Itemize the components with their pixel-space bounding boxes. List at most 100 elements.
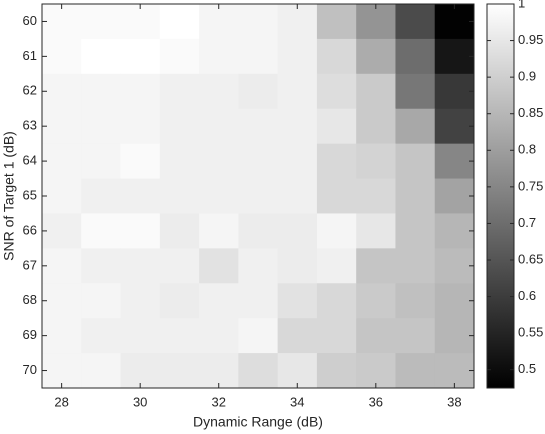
heatmap-cell <box>159 283 200 319</box>
colorbar-tick-label: 1 <box>518 0 525 10</box>
heatmap-cell <box>395 353 436 389</box>
y-tick-label: 62 <box>23 83 37 98</box>
heatmap-cell <box>120 108 161 145</box>
colorbar-tick-label: 0.8 <box>518 142 536 157</box>
heatmap-cell <box>356 38 396 75</box>
heatmap-cell <box>42 213 82 249</box>
heatmap-cell <box>316 248 357 284</box>
heatmap-cell <box>81 178 122 214</box>
heatmap-cell <box>159 4 200 40</box>
heatmap-cell <box>81 108 122 145</box>
heatmap-cell <box>277 38 318 75</box>
heatmap-cell <box>238 283 279 319</box>
heatmap-cell <box>199 108 239 145</box>
heatmap-cell <box>120 213 161 249</box>
heatmap-cell <box>159 248 200 284</box>
heatmap-cell <box>42 108 82 145</box>
heatmap-cell <box>356 143 396 180</box>
heatmap-cell <box>199 178 239 214</box>
heatmap-cell <box>356 248 396 284</box>
heatmap-cell <box>316 73 357 110</box>
heatmap-cell <box>277 108 318 145</box>
heatmap-cell <box>316 283 357 319</box>
y-tick-label: 60 <box>23 13 37 28</box>
colorbar-tick-label: 0.75 <box>518 178 543 193</box>
heatmap-cell <box>434 283 475 319</box>
heatmap-cell <box>316 143 357 180</box>
heatmap-cell <box>316 38 357 75</box>
colorbar-tick-label: 0.85 <box>518 105 543 120</box>
heatmap-cell <box>120 353 161 389</box>
heatmap-cell <box>277 353 318 389</box>
colorbar-tick-label: 0.65 <box>518 251 543 266</box>
heatmap-cell <box>120 178 161 214</box>
heatmap-cell <box>277 283 318 319</box>
x-tick-label: 34 <box>290 394 304 409</box>
heatmap-cell <box>356 318 396 354</box>
heatmap-cell <box>434 353 475 389</box>
heatmap-cell <box>434 143 475 180</box>
heatmap-cell <box>81 213 122 249</box>
y-tick-label: 66 <box>23 222 37 237</box>
heatmap-cell <box>395 143 436 180</box>
heatmap-cell <box>199 283 239 319</box>
heatmap-cell <box>199 73 239 110</box>
heatmap-cell <box>395 108 436 145</box>
heatmap-cell <box>434 318 475 354</box>
heatmap-cell <box>199 213 239 249</box>
colorbar-tick-label: 0.6 <box>518 288 536 303</box>
heatmap-cell <box>42 353 82 389</box>
heatmap-cell <box>395 213 436 249</box>
heatmap-cell <box>42 4 82 40</box>
heatmap-cell <box>238 108 279 145</box>
x-tick-label: 30 <box>133 394 147 409</box>
heatmap-cell <box>199 248 239 284</box>
heatmap-cell <box>81 73 122 110</box>
heatmap-cell <box>356 213 396 249</box>
heatmap-cell <box>42 73 82 110</box>
heatmap-cell <box>238 4 279 40</box>
heatmap-cell <box>159 213 200 249</box>
heatmap-cell <box>159 38 200 75</box>
heatmap-cell <box>356 178 396 214</box>
heatmap-cell <box>42 38 82 75</box>
heatmap-cell <box>434 4 475 40</box>
heatmap-cell <box>199 4 239 40</box>
colorbar-tick-label: 0.9 <box>518 69 536 84</box>
heatmap-cell <box>81 143 122 180</box>
x-tick-label: 28 <box>54 394 68 409</box>
heatmap-cell <box>120 73 161 110</box>
heatmap-cell <box>395 318 436 354</box>
heatmap-cell <box>277 213 318 249</box>
heatmap-cell <box>199 38 239 75</box>
heatmap-cell <box>277 4 318 40</box>
heatmap-cell <box>316 4 357 40</box>
heatmap-cell <box>159 73 200 110</box>
colorbar <box>486 3 515 389</box>
heatmap-cell <box>316 213 357 249</box>
heatmap-cell <box>277 178 318 214</box>
heatmap-cell <box>120 38 161 75</box>
heatmap-cell <box>81 38 122 75</box>
y-tick-label: 68 <box>23 292 37 307</box>
heatmap-cell <box>395 178 436 214</box>
heatmap-cell <box>277 143 318 180</box>
colorbar-tick-label: 0.55 <box>518 325 543 340</box>
y-tick-label: 63 <box>23 118 37 133</box>
heatmap-cell <box>238 38 279 75</box>
heatmap-cell <box>81 4 122 40</box>
heatmap-cell <box>316 108 357 145</box>
heatmap-cell <box>356 283 396 319</box>
y-tick-label: 69 <box>23 327 37 342</box>
heatmap-cell <box>42 318 82 354</box>
heatmap-cell <box>199 143 239 180</box>
heatmap-cell <box>159 143 200 180</box>
heatmap-cell <box>238 73 279 110</box>
colorbar-tick-label: 0.7 <box>518 215 536 230</box>
x-tick-label: 38 <box>447 394 461 409</box>
heatmap-cell <box>434 108 475 145</box>
heatmap-cell <box>199 318 239 354</box>
heatmap-cell <box>42 248 82 284</box>
heatmap-cell <box>277 318 318 354</box>
